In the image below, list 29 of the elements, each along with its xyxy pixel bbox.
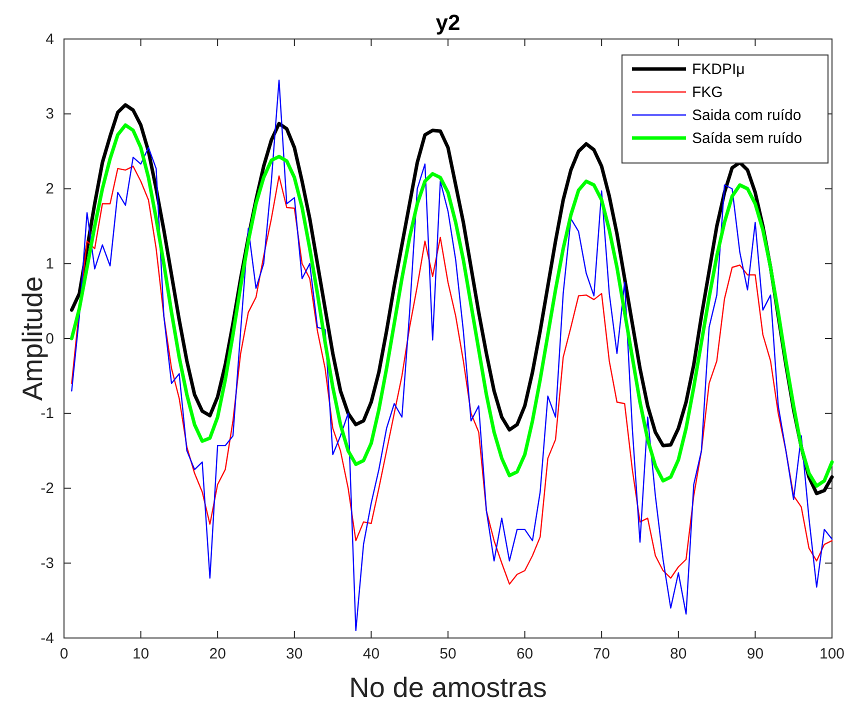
y-axis-title: Amplitude	[17, 276, 48, 401]
legend-label: FKDPIμ	[692, 61, 745, 78]
x-tick-label: 10	[132, 646, 150, 663]
y-tick-label: 0	[46, 330, 54, 348]
y-tick-label: 2	[46, 180, 54, 198]
x-tick-label: 20	[209, 646, 226, 663]
x-tick-label: 40	[362, 646, 380, 663]
y-tick-label: -2	[40, 480, 54, 498]
x-tick-label: 80	[670, 646, 687, 663]
x-tick-label: 30	[286, 646, 303, 663]
legend-label: Saida com ruído	[692, 107, 802, 124]
x-tick-label: 70	[593, 646, 610, 663]
chart-title: y2	[436, 10, 460, 35]
legend-label: Saída sem ruído	[692, 130, 802, 147]
x-tick-label: 0	[60, 646, 68, 663]
x-tick-label: 50	[440, 646, 456, 663]
y-tick-label: 3	[46, 106, 54, 123]
y-tick-label: 1	[46, 255, 54, 272]
y-tick-label: -1	[40, 405, 54, 422]
legend-label: FKG	[692, 84, 723, 101]
x-tick-label: 90	[746, 646, 764, 663]
y-tick-label: -4	[40, 630, 54, 647]
x-tick-label: 100	[819, 646, 845, 663]
y-tick-label: -3	[40, 554, 54, 572]
y-tick-label: 4	[46, 30, 54, 48]
x-axis-title: No de amostras	[349, 672, 547, 703]
x-tick-label: 60	[516, 646, 534, 663]
line-series	[71, 166, 833, 585]
line-series	[71, 80, 833, 632]
